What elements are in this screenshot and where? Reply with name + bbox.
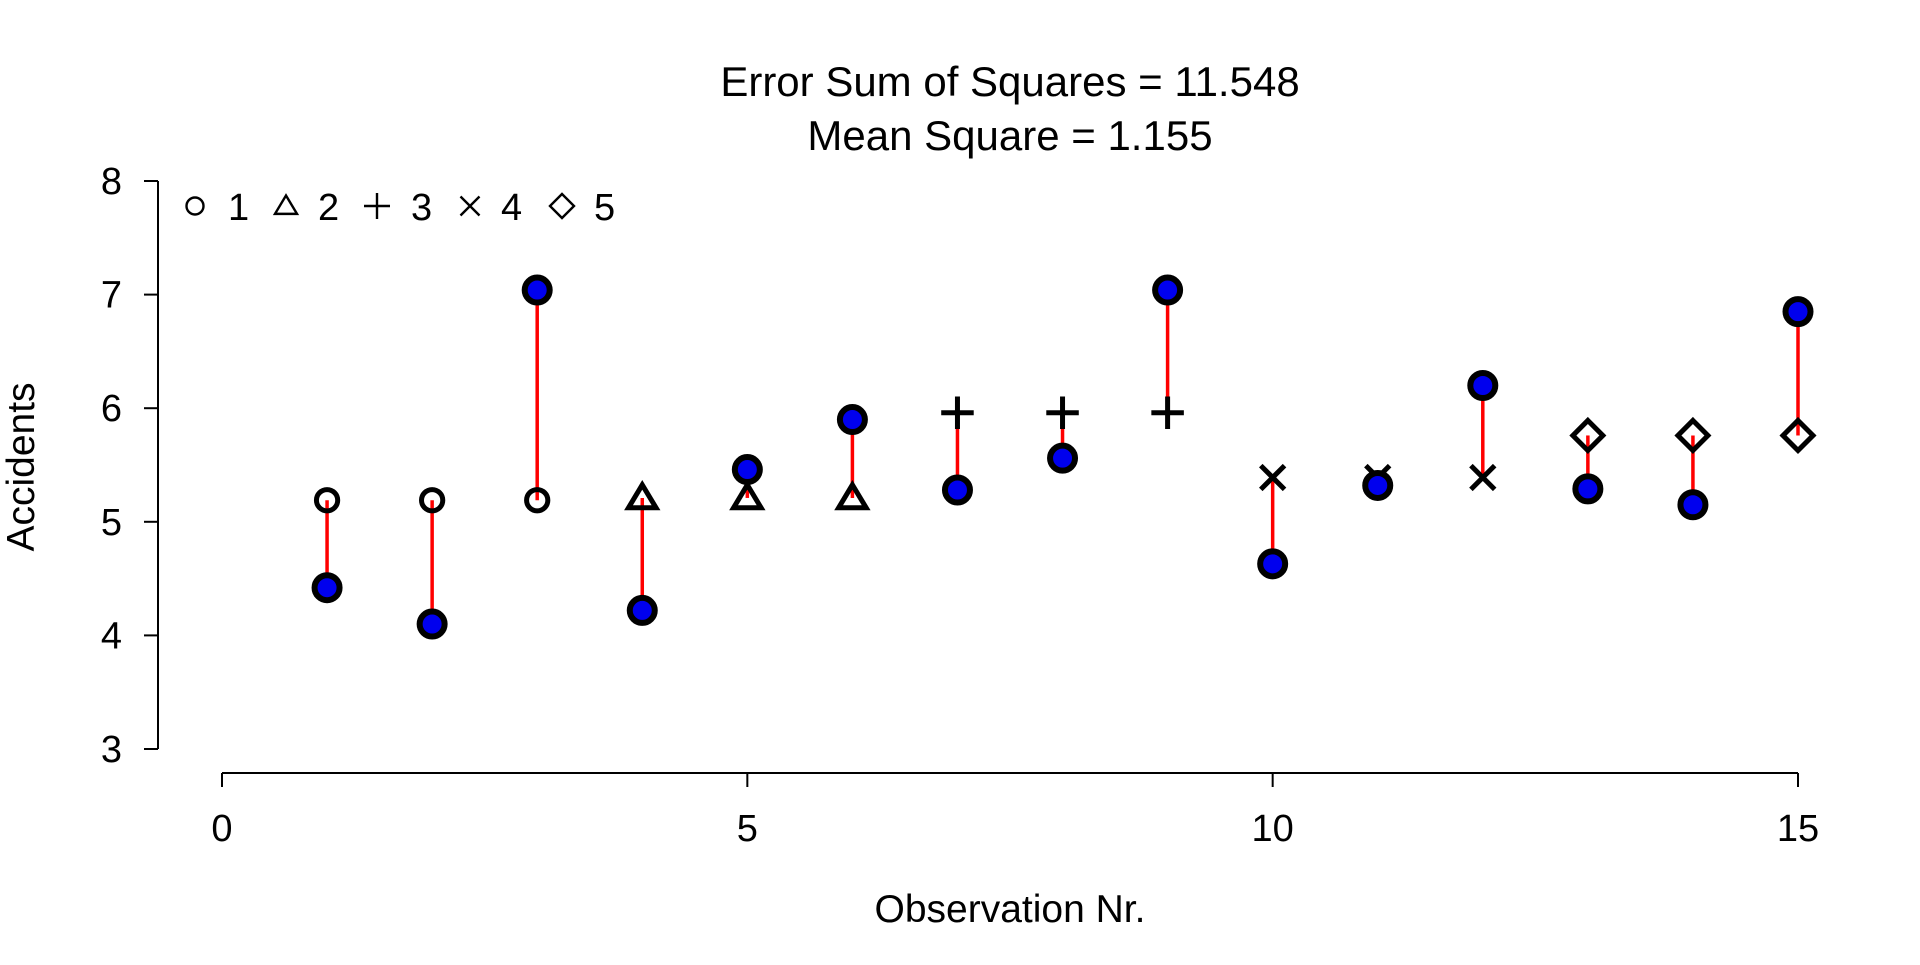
observed-point bbox=[1782, 296, 1814, 328]
x-tick-label: 0 bbox=[211, 808, 232, 850]
legend: 1 2 3 4 5 bbox=[185, 187, 615, 229]
fitted-point-diamond bbox=[1674, 416, 1712, 454]
x-tick-label: 10 bbox=[1252, 808, 1294, 850]
observed-point bbox=[626, 594, 658, 626]
y-tick-label: 4 bbox=[101, 615, 122, 657]
observed-point bbox=[941, 474, 973, 506]
legend-diamond-icon bbox=[548, 192, 576, 220]
observed-point bbox=[1047, 442, 1079, 474]
observed-point bbox=[1152, 274, 1184, 306]
observed-point bbox=[1572, 473, 1604, 505]
observed-point bbox=[521, 274, 553, 306]
fitted-point-triangle bbox=[729, 479, 766, 511]
x-tick-label: 15 bbox=[1777, 808, 1819, 850]
legend-label: 4 bbox=[501, 187, 522, 229]
fitted-point-circle bbox=[419, 487, 446, 514]
y-tick-label: 7 bbox=[101, 275, 122, 317]
x-axis-title: Observation Nr. bbox=[875, 888, 1146, 931]
observed-point bbox=[311, 572, 343, 604]
fitted-symbols bbox=[313, 396, 1817, 514]
observed-point bbox=[836, 404, 868, 436]
chart-title: Error Sum of Squares = 11.548 bbox=[720, 58, 1299, 105]
fitted-point-triangle bbox=[834, 479, 871, 511]
legend-circle-icon bbox=[185, 196, 205, 216]
observed-point bbox=[416, 608, 448, 640]
legend-label: 3 bbox=[411, 187, 432, 229]
legend-plus-icon bbox=[364, 193, 390, 219]
legend-cross-icon bbox=[459, 195, 481, 217]
fitted-point-triangle bbox=[624, 479, 661, 511]
observed-point bbox=[1362, 469, 1394, 501]
chart-subtitle: Mean Square = 1.155 bbox=[807, 112, 1212, 159]
fitted-point-circle bbox=[524, 487, 551, 514]
fitted-point-cross bbox=[1259, 463, 1287, 492]
x-tick-label: 5 bbox=[737, 808, 758, 850]
legend-label: 2 bbox=[318, 187, 339, 229]
fitted-point-plus bbox=[1151, 396, 1184, 429]
y-tick-label: 3 bbox=[101, 729, 122, 771]
legend-label: 5 bbox=[594, 187, 615, 229]
fitted-point-cross bbox=[1469, 463, 1497, 492]
legend-triangle-icon bbox=[272, 193, 300, 216]
fitted-point-diamond bbox=[1569, 416, 1607, 454]
observed-point bbox=[731, 454, 763, 486]
y-axis-title: Accidents bbox=[0, 382, 43, 551]
y-tick-label: 6 bbox=[101, 388, 122, 430]
y-tick-label: 5 bbox=[101, 502, 122, 544]
fitted-point-circle bbox=[313, 487, 341, 514]
legend-label: 1 bbox=[228, 187, 249, 229]
observed-point bbox=[1677, 489, 1709, 521]
fitted-point-plus bbox=[941, 396, 974, 429]
fitted-point-diamond bbox=[1779, 416, 1817, 454]
observed-point bbox=[1467, 369, 1499, 401]
observed-points bbox=[311, 274, 1814, 640]
y-tick-label: 8 bbox=[101, 161, 122, 203]
observed-point bbox=[1257, 548, 1289, 580]
fitted-point-plus bbox=[1046, 396, 1079, 429]
